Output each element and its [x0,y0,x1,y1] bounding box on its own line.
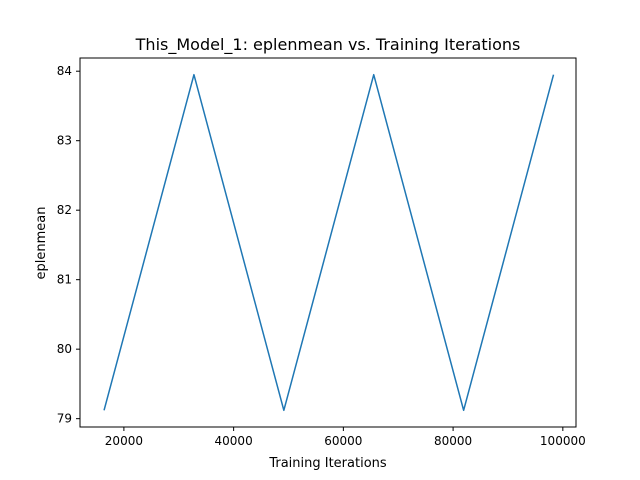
y-axis-label: eplenmean [34,207,49,280]
axes-spines [79,57,577,428]
x-tick-label: 20000 [105,434,143,448]
x-tick-label: 40000 [215,434,253,448]
x-tick-label: 100000 [540,434,586,448]
y-tick-label: 83 [57,134,72,148]
y-tick-label: 80 [57,342,72,356]
series-line [103,73,555,412]
x-axis-label: Training Iterations [268,456,387,471]
y-tick-label: 84 [57,64,72,78]
series-layer [103,73,555,412]
chart-title: This_Model_1: eplenmean vs. Training Ite… [135,35,521,55]
x-tick-label: 80000 [434,434,472,448]
x-axis-ticks: 20000 40000 60000 80000 100000 [105,427,586,448]
y-tick-label: 81 [57,273,72,287]
y-tick-label: 82 [57,203,72,217]
x-tick-label: 60000 [324,434,362,448]
y-axis-ticks: 79 80 81 82 83 84 [57,64,80,426]
axes-frame [79,57,577,428]
y-tick-label: 79 [57,412,72,426]
